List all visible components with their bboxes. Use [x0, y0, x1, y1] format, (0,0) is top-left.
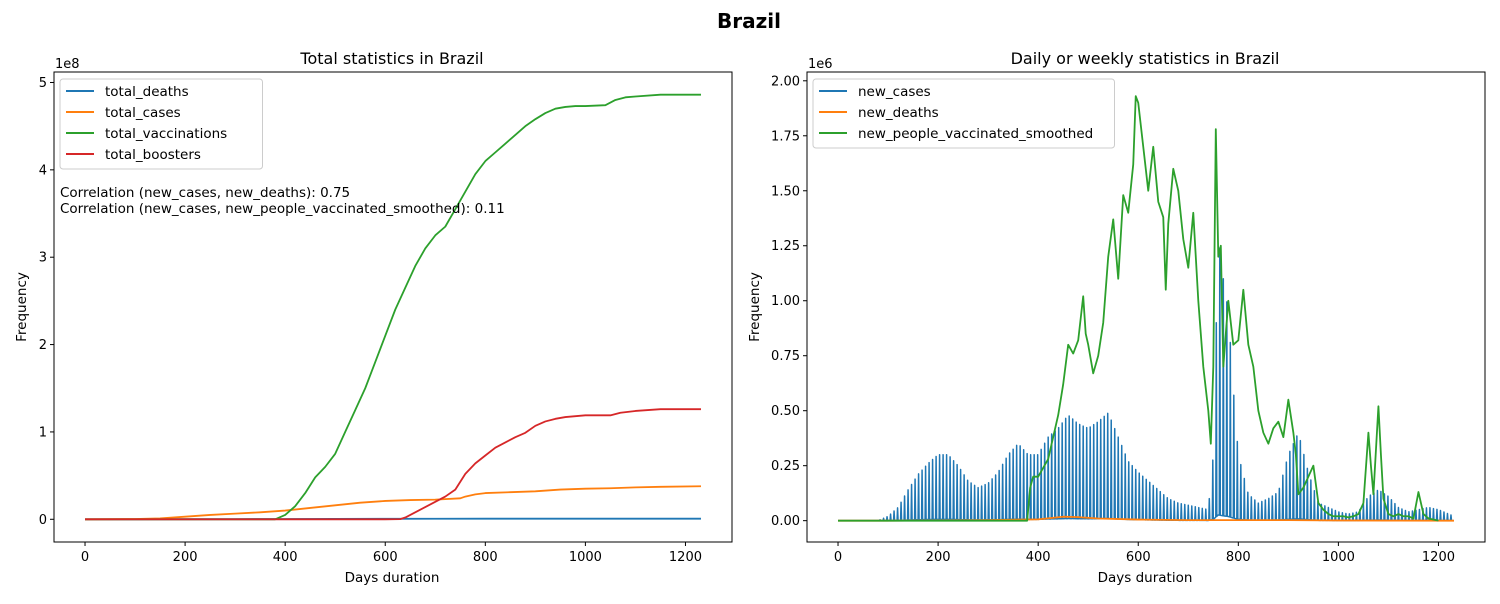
x-axis: 0 200 400 600 800 1000 1200: [834, 542, 1455, 565]
axes-frame: [53, 71, 733, 543]
annotation-correlation-deaths: Correlation (new_cases, new_deaths): 0.7…: [60, 185, 350, 201]
x-tick-label: 1000: [569, 550, 602, 565]
y-tick-label: 1.50: [771, 184, 800, 199]
series-new-people-vaccinated-smoothed: [838, 95, 1439, 522]
figure-title: Brazil: [717, 9, 781, 33]
x-tick-label: 400: [1026, 550, 1051, 565]
x-tick-label: 800: [1226, 550, 1251, 565]
x-tick-label: 600: [373, 550, 398, 565]
x-axis-label: Days duration: [1098, 570, 1193, 586]
y-axis: 0.00 0.25 0.50 0.75 1.00 1.25 1.50 1.75 2.00: [771, 74, 807, 529]
legend-item: new_deaths: [819, 105, 939, 121]
series-new-cases: [837, 247, 1455, 522]
x-tick-label: 800: [473, 550, 498, 565]
y-tick-label: 1.25: [771, 239, 800, 254]
legend-item: total_boosters: [66, 147, 201, 163]
x-axis: 0 200 400 600 800 1000 1200: [81, 542, 702, 565]
legend-label: new_people_vaccinated_smoothed: [858, 126, 1093, 142]
x-axis-label: Days duration: [345, 570, 440, 586]
x-tick-label: 0: [834, 550, 842, 565]
x-tick-label: 600: [1126, 550, 1151, 565]
series-total-boosters: [85, 408, 701, 521]
y-tick-label: 0.00: [771, 514, 800, 529]
chart-title: Daily or weekly statistics in Brazil: [1011, 49, 1280, 68]
y-tick-label: 0: [39, 513, 47, 528]
chart-total-statistics: Total statistics in Brazil 1e8 0 200 400 60…: [14, 49, 733, 586]
series-line-total-vaccinations: [85, 93, 701, 521]
legend-item: total_vaccinations: [66, 126, 227, 142]
y-scale-label: 1e6: [808, 57, 833, 72]
x-tick-label: 200: [926, 550, 951, 565]
legend: new_cases new_deaths new_people_vaccinated…: [812, 78, 1115, 149]
x-tick-label: 200: [173, 550, 198, 565]
legend-item: total_cases: [66, 105, 181, 121]
plot-area: [85, 93, 701, 521]
y-tick-label: 0.75: [771, 349, 800, 364]
x-tick-label: 0: [81, 550, 89, 565]
y-axis-label: Frequency: [747, 272, 763, 342]
legend-label: total_vaccinations: [105, 126, 227, 142]
y-axis: 0 1 2 3 4 5: [39, 76, 54, 528]
legend: total_deaths total_cases total_vaccination…: [59, 78, 263, 170]
legend-label: total_deaths: [105, 84, 189, 100]
y-tick-label: 2.00: [771, 74, 800, 89]
y-tick-label: 1: [39, 425, 47, 440]
series-line-new-people-vaccinated-smoothed: [838, 95, 1439, 522]
x-tick-label: 1000: [1322, 550, 1355, 565]
y-tick-label: 3: [39, 251, 47, 266]
y-tick-label: 1.00: [771, 294, 800, 309]
legend-label: total_cases: [105, 105, 181, 121]
chart-title: Total statistics in Brazil: [299, 49, 483, 68]
x-tick-label: 400: [273, 550, 298, 565]
series-total-cases: [85, 485, 701, 521]
legend-box: [812, 78, 1115, 149]
y-tick-label: 0.50: [771, 404, 800, 419]
y-tick-label: 2: [39, 338, 47, 353]
series-line-total-cases: [85, 485, 701, 521]
legend-item: total_deaths: [66, 84, 189, 100]
x-tick-label: 1200: [1422, 550, 1455, 565]
annotation-correlation-vaccinated: Correlation (new_cases, new_people_vacci…: [60, 201, 505, 217]
legend-box: [59, 78, 263, 170]
chart-daily-weekly-statistics: Daily or weekly statistics in Brazil 1e6…: [747, 49, 1486, 586]
y-scale-label: 1e8: [55, 57, 80, 72]
y-tick-label: 1.75: [771, 129, 800, 144]
legend-item: new_people_vaccinated_smoothed: [819, 126, 1093, 142]
legend-item: new_cases: [819, 84, 931, 100]
series-total-vaccinations: [85, 93, 701, 521]
plot-area: [837, 95, 1455, 522]
series-line-total-boosters: [85, 408, 701, 521]
legend-label: total_boosters: [105, 147, 201, 163]
legend-label: new_cases: [858, 84, 931, 100]
series-line-new-cases: [837, 247, 1455, 522]
y-tick-label: 5: [39, 76, 47, 91]
y-tick-label: 4: [39, 163, 47, 178]
x-tick-label: 1200: [669, 550, 702, 565]
axes-frame: [806, 71, 1486, 543]
y-axis-label: Frequency: [14, 272, 30, 342]
y-tick-label: 0.25: [771, 459, 800, 474]
legend-label: new_deaths: [858, 105, 939, 121]
